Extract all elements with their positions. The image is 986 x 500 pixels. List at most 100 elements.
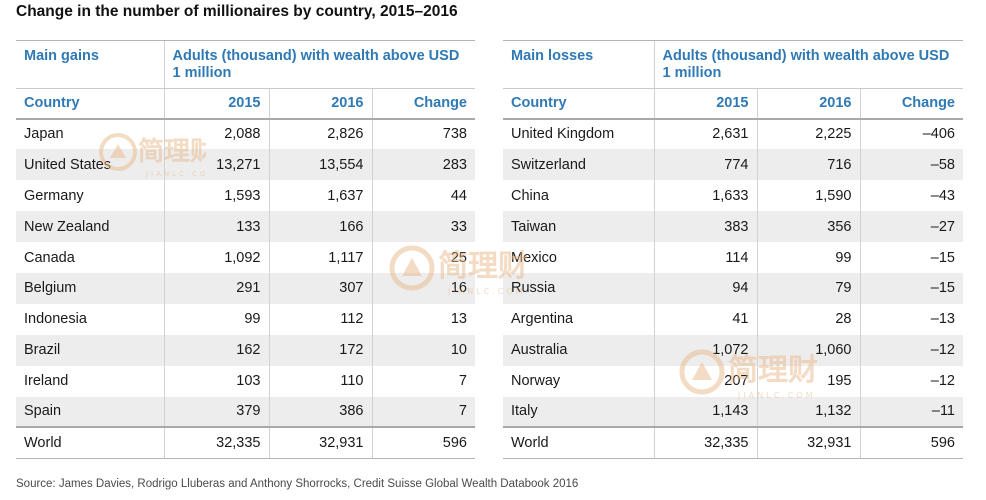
cell-2016: 356 — [756, 211, 860, 243]
cell-change: –43 — [859, 180, 963, 212]
cell-2015: 1,593 — [163, 180, 269, 212]
cell-2015: 114 — [653, 242, 757, 273]
table-row: Ireland 103 110 7 — [16, 365, 475, 397]
column-header-2015: 2015 — [163, 88, 269, 120]
cell-2016: 172 — [268, 334, 372, 366]
cell-change: –58 — [859, 149, 963, 181]
table-row: Norway 207 195 –12 — [503, 365, 963, 397]
table-row: Australia 1,072 1,060 –12 — [503, 334, 963, 366]
cell-2016: 99 — [756, 242, 860, 273]
cell-2015: 2,088 — [163, 118, 269, 150]
cell-2015: 774 — [653, 149, 757, 181]
total-2015: 32,335 — [653, 426, 757, 459]
cell-change: –11 — [859, 396, 963, 428]
cell-2016: 166 — [268, 211, 372, 243]
group-label: Main losses — [503, 40, 654, 89]
cell-2016: 110 — [268, 365, 372, 397]
cell-2015: 383 — [653, 211, 757, 243]
column-header-change: Change — [859, 88, 963, 120]
cell-change: 7 — [371, 365, 475, 397]
column-header-2016: 2016 — [756, 88, 860, 120]
cell-2015: 1,072 — [653, 334, 757, 366]
cell-2016: 1,132 — [756, 396, 860, 428]
cell-2015: 13,271 — [163, 149, 269, 181]
cell-2016: 2,225 — [756, 118, 860, 150]
cell-country: Brazil — [16, 334, 164, 366]
cell-change: 738 — [371, 118, 475, 150]
cell-country: United States — [16, 149, 164, 181]
cell-2016: 1,117 — [268, 242, 372, 273]
cell-2016: 2,826 — [268, 118, 372, 150]
cell-2016: 195 — [756, 365, 860, 397]
cell-2016: 716 — [756, 149, 860, 181]
cell-2015: 379 — [163, 396, 269, 428]
cell-country: United Kingdom — [503, 118, 654, 150]
cell-2015: 1,143 — [653, 396, 757, 428]
table-total-row: World 32,335 32,931 596 — [503, 426, 963, 459]
cell-country: Argentina — [503, 303, 654, 335]
cell-2015: 133 — [163, 211, 269, 243]
column-header-change: Change — [371, 88, 475, 120]
cell-country: Norway — [503, 365, 654, 397]
cell-2015: 99 — [163, 303, 269, 335]
table-row: Japan 2,088 2,826 738 — [16, 118, 475, 150]
cell-2015: 1,633 — [653, 180, 757, 212]
cell-change: –27 — [859, 211, 963, 243]
table-row: Belgium 291 307 16 — [16, 272, 475, 304]
total-label: World — [16, 426, 164, 459]
cell-change: 13 — [371, 303, 475, 335]
table-row: Taiwan 383 356 –27 — [503, 211, 963, 243]
cell-country: Italy — [503, 396, 654, 428]
cell-2015: 162 — [163, 334, 269, 366]
cell-2016: 386 — [268, 396, 372, 428]
table-row: United States 13,271 13,554 283 — [16, 149, 475, 181]
cell-2016: 112 — [268, 303, 372, 335]
cell-change: –12 — [859, 365, 963, 397]
table-row: Brazil 162 172 10 — [16, 334, 475, 366]
table-row: New Zealand 133 166 33 — [16, 211, 475, 243]
cell-country: Japan — [16, 118, 164, 150]
cell-change: –406 — [859, 118, 963, 150]
cell-change: 283 — [371, 149, 475, 181]
cell-country: Mexico — [503, 242, 654, 273]
cell-change: 16 — [371, 272, 475, 304]
cell-2016: 28 — [756, 303, 860, 335]
column-header-country: Country — [16, 88, 164, 120]
cell-country: Belgium — [16, 272, 164, 304]
table-row: Germany 1,593 1,637 44 — [16, 180, 475, 212]
cell-2015: 103 — [163, 365, 269, 397]
cell-country: Indonesia — [16, 303, 164, 335]
measure-label: Adults (thousand) with wealth above USD … — [163, 40, 475, 89]
group-label: Main gains — [16, 40, 164, 89]
cell-country: Australia — [503, 334, 654, 366]
cell-change: –15 — [859, 272, 963, 304]
table-total-row: World 32,335 32,931 596 — [16, 426, 475, 459]
table-row: Mexico 114 99 –15 — [503, 242, 963, 273]
cell-2016: 79 — [756, 272, 860, 304]
cell-country: Switzerland — [503, 149, 654, 181]
total-change: 596 — [859, 426, 963, 459]
table-row: Italy 1,143 1,132 –11 — [503, 396, 963, 428]
cell-2015: 41 — [653, 303, 757, 335]
losses-table: Main losses Adults (thousand) with wealt… — [503, 40, 963, 459]
measure-label: Adults (thousand) with wealth above USD … — [653, 40, 963, 89]
total-2015: 32,335 — [163, 426, 269, 459]
column-header-2016: 2016 — [268, 88, 372, 120]
table-row: Russia 94 79 –15 — [503, 272, 963, 304]
table-row: Canada 1,092 1,117 25 — [16, 242, 475, 273]
total-2016: 32,931 — [268, 426, 372, 459]
source-note: Source: James Davies, Rodrigo Lluberas a… — [16, 478, 579, 490]
total-label: World — [503, 426, 654, 459]
table-row: Argentina 41 28 –13 — [503, 303, 963, 335]
cell-change: 33 — [371, 211, 475, 243]
cell-country: China — [503, 180, 654, 212]
cell-change: –13 — [859, 303, 963, 335]
total-2016: 32,931 — [756, 426, 860, 459]
cell-change: 7 — [371, 396, 475, 428]
cell-2015: 207 — [653, 365, 757, 397]
table-row: United Kingdom 2,631 2,225 –406 — [503, 118, 963, 150]
gains-table: Main gains Adults (thousand) with wealth… — [16, 40, 475, 459]
cell-country: Canada — [16, 242, 164, 273]
cell-country: Russia — [503, 272, 654, 304]
total-change: 596 — [371, 426, 475, 459]
